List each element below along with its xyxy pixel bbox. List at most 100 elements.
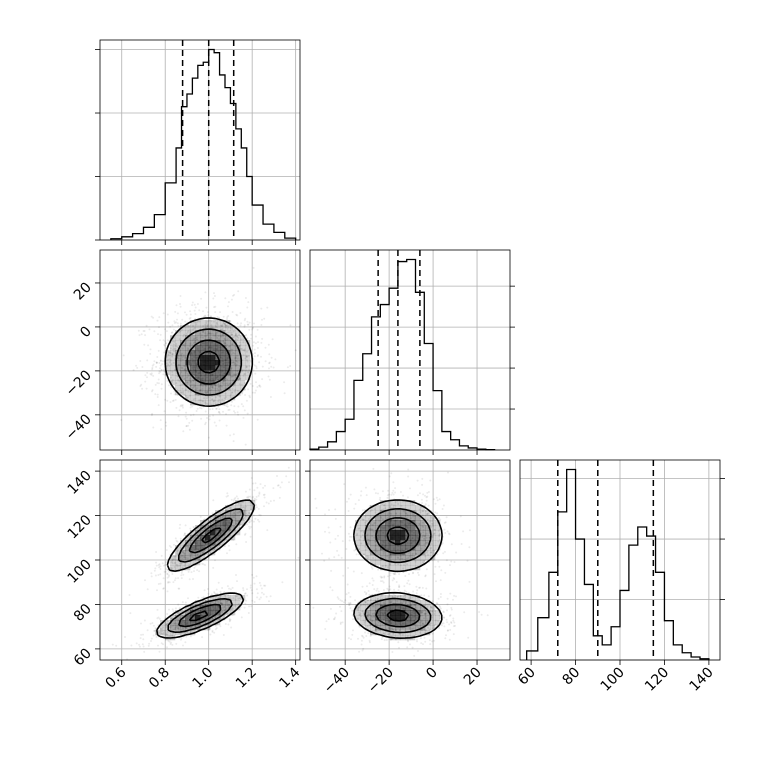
scatter-point [349,602,352,605]
scatter-point [177,629,180,632]
scatter-point [415,638,418,641]
scatter-point [433,528,436,531]
scatter-point [193,337,196,340]
scatter-point [155,564,158,567]
scatter-point [415,553,418,555]
scatter-point [163,564,166,567]
scatter-point [437,529,440,532]
scatter-point [234,411,236,414]
scatter-point [371,616,373,618]
scatter-point [244,602,247,605]
scatter-point [379,496,382,499]
scatter-point [179,322,182,325]
scatter-point [409,487,411,490]
scatter-point [189,394,192,397]
scatter-point [179,562,181,565]
density-cell [240,360,246,366]
scatter-point [204,314,207,317]
scatter-point [256,328,259,331]
scatter-point [230,366,233,369]
scatter-point [409,602,412,605]
density-cell [390,630,396,636]
scatter-point [416,589,419,592]
scatter-point [354,599,357,602]
density-cell [220,400,226,406]
scatter-point [243,369,245,372]
density-cell [240,520,246,526]
scatter-point [252,576,255,579]
density-cell [385,620,391,626]
scatter-point [249,495,252,498]
scatter-point [239,344,242,346]
density-cell [240,375,246,381]
scatter-point [155,361,158,364]
density-cell [390,530,396,536]
scatter-point [248,605,251,608]
scatter-point [212,400,215,403]
scatter-point [221,603,224,606]
scatter-point [184,320,187,323]
density-cell [215,530,221,536]
scatter-point [189,342,192,345]
scatter-point [373,549,376,552]
scatter-point [246,355,248,358]
scatter-point [207,314,210,317]
scatter-point [211,385,214,388]
scatter-point [169,325,172,328]
scatter-point [439,593,442,595]
scatter-point [171,355,174,358]
scatter-point [221,606,224,609]
scatter-point [200,297,203,300]
scatter-point [383,575,386,578]
scatter-point [419,528,422,531]
scatter-point [357,527,360,530]
scatter-point [398,629,401,632]
scatter-point [189,527,192,530]
scatter-point [415,522,418,525]
density-cell [380,555,386,561]
scatter-point [211,408,214,410]
scatter-point [392,489,395,492]
scatter-point [192,328,195,331]
density-cell [385,625,391,631]
scatter-point [336,549,339,552]
scatter-point [181,551,184,553]
scatter-point [368,624,371,627]
scatter-point [335,612,338,615]
scatter-point [184,311,186,314]
density-cell [220,340,226,346]
scatter-point [165,623,168,626]
scatter-point [239,324,242,327]
density-cell [220,535,226,541]
scatter-point [232,361,235,364]
scatter-point [245,365,248,368]
scatter-point [185,544,188,547]
density-cell [220,525,226,531]
scatter-point [413,603,416,606]
density-cell [185,350,191,356]
density-cell [250,505,256,511]
density-cell [185,395,191,401]
scatter-point [333,556,336,559]
scatter-point [249,535,252,538]
scatter-point [241,392,244,395]
scatter-point [267,343,270,346]
density-cell [225,605,231,611]
density-cell [405,610,411,616]
scatter-point [200,407,203,410]
scatter-point [253,364,256,367]
scatter-point [350,535,353,538]
scatter-point [260,341,263,344]
density-cell [230,390,236,396]
density-cell [205,530,211,536]
scatter-point [170,381,173,384]
scatter-point [431,640,434,643]
density-cell [225,515,231,521]
scatter-point [399,564,402,567]
scatter-point [414,560,417,563]
scatter-point [383,504,386,507]
scatter-point [357,499,360,502]
scatter-point [227,305,229,308]
scatter-point [357,637,359,640]
scatter-point [271,338,274,341]
